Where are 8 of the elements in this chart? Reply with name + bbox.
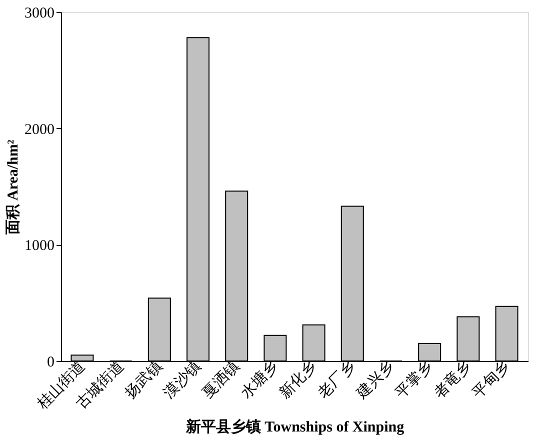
y-axis-title: 面积 Area/hm² xyxy=(6,139,22,236)
y-tick-label: 1000 xyxy=(24,238,54,254)
x-tick-label: 平甸乡 xyxy=(469,358,514,402)
y-tick-label: 0 xyxy=(47,354,54,370)
y-tick-label: 3000 xyxy=(24,6,54,22)
x-tick-label: 平掌乡 xyxy=(392,358,436,402)
y-tick-label: 2000 xyxy=(24,122,54,138)
x-axis-title: 新平县乡镇 Townships of Xinping xyxy=(184,418,405,436)
